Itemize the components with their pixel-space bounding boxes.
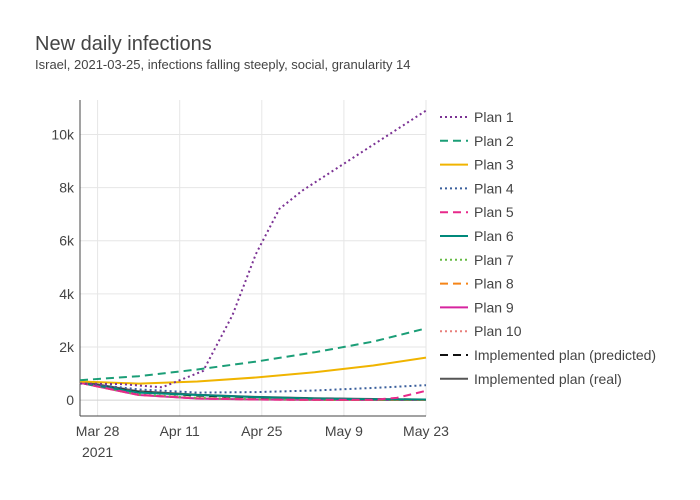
legend-label: Plan 4	[474, 180, 514, 196]
y-tick-label: 4k	[59, 286, 75, 302]
legend-item[interactable]: Implemented plan (real)	[440, 371, 622, 387]
legend-item[interactable]: Plan 9	[440, 299, 514, 315]
x-tick-sublabel: 2021	[82, 444, 113, 460]
plot-area	[79, 109, 427, 401]
x-tick-label: May 23	[403, 423, 449, 439]
y-tick-label: 6k	[59, 233, 75, 249]
legend-label: Plan 5	[474, 204, 514, 220]
axes: Mar 28 2021 Apr 11 Apr 25 May 9 May 23 0 2k 4k 6k…	[51, 100, 449, 460]
x-tick-label: Apr 25	[241, 423, 282, 439]
series-line-plan-5	[79, 381, 427, 401]
legend-label: Plan 2	[474, 133, 514, 149]
legend-label: Plan 10	[474, 323, 522, 339]
legend-item[interactable]: Plan 10	[440, 323, 522, 339]
legend-item[interactable]: Plan 4	[440, 180, 514, 196]
x-tick-label: Mar 28	[76, 423, 120, 439]
legend-item[interactable]: Plan 8	[440, 276, 514, 292]
legend-label: Plan 3	[474, 157, 514, 173]
series-line-plan-1	[79, 109, 427, 389]
legend-label: Plan 9	[474, 299, 514, 315]
legend-item[interactable]: Plan 7	[440, 252, 514, 268]
legend-item[interactable]: Plan 2	[440, 133, 514, 149]
x-tick-label: Apr 11	[160, 423, 200, 439]
y-tick-label: 0	[66, 392, 74, 408]
legend-item[interactable]: Plan 1	[440, 109, 514, 125]
legend-label: Plan 8	[474, 276, 514, 292]
legend-item[interactable]: Plan 3	[440, 157, 514, 173]
x-tick-label: May 9	[325, 423, 363, 439]
legend-item[interactable]: Plan 6	[440, 228, 514, 244]
chart-title: New daily infections	[35, 33, 212, 55]
legend: Plan 1 Plan 2 Plan 3 Plan 4 Plan 5 Plan 6 Plan…	[440, 109, 656, 387]
series-line-plan-4	[79, 381, 427, 394]
series-line-plan-6	[79, 381, 427, 401]
legend-label: Plan 7	[474, 252, 514, 268]
grid	[80, 100, 427, 416]
chart-subtitle: Israel, 2021-03-25, infections falling s…	[35, 57, 411, 72]
legend-label: Implemented plan (real)	[474, 371, 622, 387]
y-tick-label: 8k	[59, 180, 75, 196]
legend-label: Plan 6	[474, 228, 514, 244]
series-line-plan-2	[79, 327, 427, 382]
y-tick-label: 10k	[51, 127, 75, 143]
legend-label: Implemented plan (predicted)	[474, 347, 656, 363]
y-tick-label: 2k	[59, 339, 75, 355]
legend-item[interactable]: Plan 5	[440, 204, 514, 220]
legend-label: Plan 1	[474, 109, 514, 125]
series-line-plan-3	[79, 356, 427, 385]
legend-item[interactable]: Implemented plan (predicted)	[440, 347, 656, 363]
